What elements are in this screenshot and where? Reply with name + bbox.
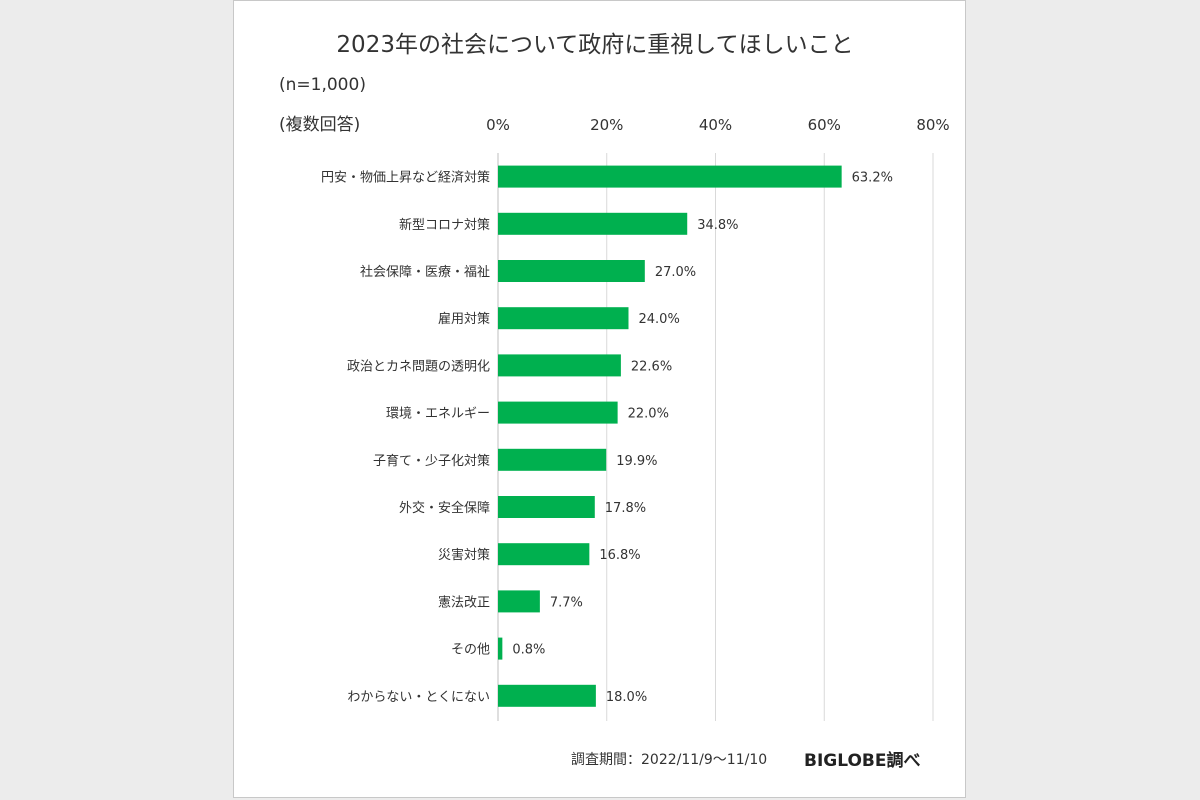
category-label-0: 円安・物価上昇など経済対策 <box>321 170 490 186</box>
category-label-4: 政治とカネ問題の透明化 <box>347 359 490 374</box>
bar-3 <box>498 307 629 330</box>
value-label-5: 22.0% <box>628 407 669 422</box>
category-label-1: 新型コロナ対策 <box>399 217 490 233</box>
survey-period: 調査期間：2022/11/9～11/10 <box>571 752 767 768</box>
bar-1 <box>498 212 688 235</box>
value-label-2: 27.0% <box>655 265 696 280</box>
value-label-8: 16.8% <box>599 548 640 563</box>
category-label-9: 憲法改正 <box>438 594 490 610</box>
multiple-answer-note: (複数回答) <box>279 115 360 135</box>
value-label-11: 18.0% <box>606 690 647 705</box>
bar-8 <box>498 543 590 566</box>
category-label-5: 環境・エネルギー <box>386 407 490 422</box>
category-label-11: わからない・とくにない <box>347 690 490 705</box>
category-label-10: その他 <box>451 643 490 658</box>
value-label-6: 19.9% <box>616 454 657 469</box>
bars <box>498 165 842 707</box>
category-label-6: 子育て・少子化対策 <box>373 453 490 469</box>
category-labels: 円安・物価上昇など経済対策新型コロナ対策社会保障・医療・福祉雇用対策政治とカネ問… <box>321 170 490 705</box>
value-labels: 63.2% 34.8% 27.0% 24.0% 22.6% 22.0% 19.9% 17.8%… <box>512 171 893 705</box>
bar-9 <box>498 590 540 613</box>
bar-7 <box>498 496 595 518</box>
bar-5 <box>498 401 618 424</box>
x-axis-ticks: 0% 20% 40% 60% 80% <box>486 116 950 134</box>
bar-2 <box>498 260 645 282</box>
value-label-4: 22.6% <box>631 359 672 374</box>
category-label-2: 社会保障・医療・福祉 <box>360 264 490 280</box>
value-label-10: 0.8% <box>512 643 545 658</box>
bar-4 <box>498 354 621 377</box>
x-tick-label-80: 80% <box>916 116 949 134</box>
bar-11 <box>498 684 596 707</box>
x-tick-label-60: 60% <box>808 116 841 134</box>
value-label-9: 7.7% <box>550 595 583 610</box>
gridlines <box>497 153 934 721</box>
value-label-7: 17.8% <box>605 501 646 516</box>
category-label-7: 外交・安全保障 <box>399 500 490 516</box>
chart-card: 2023年の社会について政府に重視してほしいこと (n=1,000) (複数回答… <box>233 0 966 798</box>
x-tick-label-40: 40% <box>699 116 732 134</box>
bar-0 <box>498 165 842 188</box>
value-label-0: 63.2% <box>852 171 893 186</box>
category-label-8: 災害対策 <box>438 547 490 563</box>
x-tick-label-20: 20% <box>590 116 623 134</box>
bar-6 <box>498 448 607 471</box>
value-label-3: 24.0% <box>639 312 680 327</box>
x-tick-label-0: 0% <box>486 116 510 134</box>
value-label-1: 34.8% <box>697 218 738 233</box>
bar-chart: 2023年の社会について政府に重視してほしいこと (n=1,000) (複数回答… <box>279 32 950 771</box>
category-label-3: 雇用対策 <box>438 311 490 327</box>
brand-credit: BIGLOBE調べ <box>804 750 921 771</box>
sample-size-label: (n=1,000) <box>279 75 366 95</box>
bar-10 <box>498 637 503 660</box>
chart-title: 2023年の社会について政府に重視してほしいこと <box>336 32 853 58</box>
